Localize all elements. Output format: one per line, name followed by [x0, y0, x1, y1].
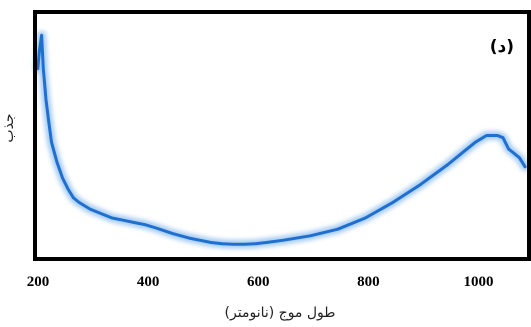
x-tick-label: 600	[247, 274, 270, 290]
x-tick-label: 200	[27, 274, 50, 290]
x-tick-label: 1000	[463, 274, 493, 290]
x-axis-title: طول موج (نانومتر)	[225, 305, 336, 321]
x-tick-label: 400	[137, 274, 160, 290]
x-axis-ticks: 200 400 600 800 1000	[27, 274, 494, 290]
plot-area	[38, 35, 525, 244]
panel-label: (د)	[490, 37, 514, 57]
plot-frame	[35, 12, 529, 259]
x-tick-label: 800	[357, 274, 380, 290]
y-axis-title: جذب	[1, 113, 17, 142]
series-line-glow	[38, 35, 525, 244]
